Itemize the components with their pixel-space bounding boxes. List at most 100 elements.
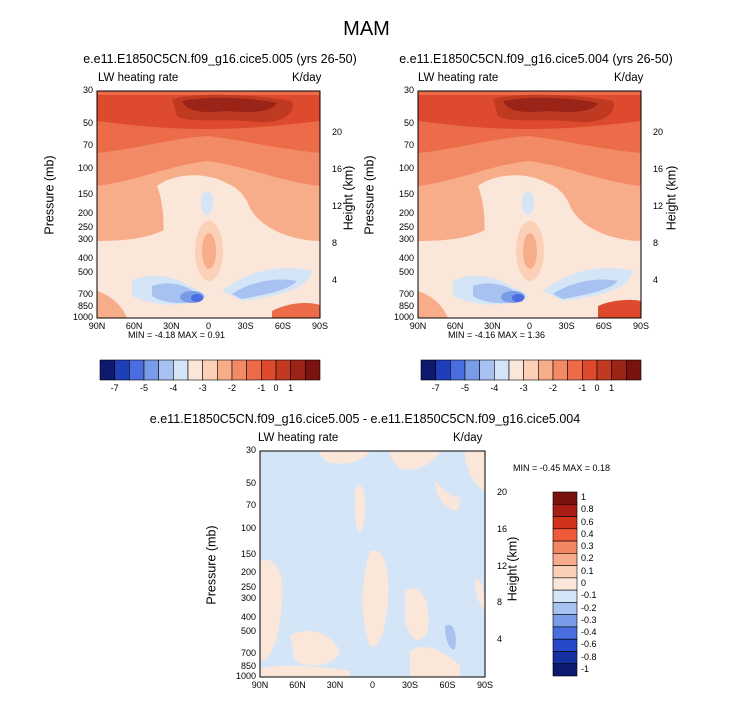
colorbar-label: -5 (460, 383, 469, 393)
colorbar-label: 1 (581, 492, 587, 503)
colorbar-swatch (479, 359, 495, 381)
panel2-ytick-label: 400 (398, 252, 414, 263)
colorbar-label: -4 (169, 383, 178, 393)
colorbar-label: -0.4 (581, 627, 597, 638)
colorbar-swatch (538, 359, 554, 381)
panel1-ytick-label: 850 (77, 301, 93, 312)
panel2-y2tick-label: 4 (653, 275, 659, 285)
colorbar-label: -3 (519, 383, 528, 393)
panel1-ytick-label: 300 (77, 234, 93, 245)
colorbar-label: -7 (110, 383, 119, 393)
colorbar-swatch (187, 359, 203, 381)
panel2-ytick-label: 500 (398, 267, 414, 278)
panel3-y2tick-label: 8 (497, 597, 503, 608)
colorbar-label: -2 (548, 383, 557, 393)
colorbar-swatch (552, 651, 578, 665)
panel1-ytick-label: 200 (77, 207, 93, 218)
panel1-xtick-label: 30S (237, 321, 254, 331)
colorbar-label: 1 (609, 383, 615, 393)
colorbar-swatch (596, 359, 612, 381)
panel3-xtick-label: 30S (401, 680, 418, 690)
panel1-stats: MIN = -4.18 MAX = 0.91 (128, 330, 226, 340)
panel2-xtick-label: 0 (526, 321, 532, 331)
panel2-ytick-label: 100 (398, 162, 414, 173)
colorbar-label: -3 (198, 383, 207, 393)
panel1-y2tick-label: 4 (332, 275, 338, 285)
panel1-heatmap (96, 90, 321, 319)
colorbar-swatch (275, 359, 291, 381)
panel1-ytick-label: 400 (77, 252, 93, 263)
colorbar-swatch (552, 565, 578, 579)
panel2-xtick-label: 30N (484, 321, 501, 331)
panel1-y2tick-label: 16 (332, 164, 343, 175)
panel3-units-label: K/day (453, 432, 483, 444)
panel3-y2tick-label: 12 (497, 560, 508, 571)
colorbar-swatch (420, 359, 436, 381)
panel1-ylabel-right: Height (km) (341, 165, 356, 231)
panel2-stats: MIN = -4.16 MAX = 1.36 (448, 330, 546, 340)
colorbar-swatch (552, 491, 578, 505)
panel3-xtick-label: 60S (439, 680, 456, 690)
colorbar-label: -7 (431, 383, 440, 393)
panel2-xtick-label: 60S (595, 321, 612, 331)
panel2-heatmap (417, 90, 642, 319)
colorbar-swatch (129, 359, 145, 381)
colorbar-swatch (508, 359, 524, 381)
colorbar-swatch (450, 359, 466, 381)
panel1-units-label: K/day (292, 72, 322, 84)
panel2-ytick-label: 1000 (393, 312, 414, 322)
colorbar-swatch (99, 359, 115, 381)
colorbar-swatch (158, 359, 174, 381)
panel3-y2tick-label: 4 (497, 634, 503, 645)
panel1-ytick-label: 250 (77, 222, 93, 233)
colorbar-swatch (552, 614, 578, 628)
colorbar-swatch (552, 516, 578, 530)
colorbar-label: 0 (273, 383, 279, 393)
panel2-xtick-label: 90S (632, 321, 649, 331)
panel1-ytick-label: 100 (77, 162, 93, 173)
panel3-ytick-label: 150 (240, 548, 256, 559)
panel3-ytick-label: 50 (245, 477, 256, 488)
figure-title: MAM (343, 18, 390, 40)
colorbar-swatch (552, 626, 578, 640)
colorbar-label: -1 (578, 383, 587, 393)
colorbar-swatch (552, 602, 578, 615)
colorbar-label: -0.1 (581, 590, 597, 601)
panel2-xtick-label: 60N (446, 321, 464, 331)
panel3-xtick-label: 90S (476, 680, 493, 690)
panel3-ytick-label: 100 (240, 522, 256, 533)
colorbar-swatch (552, 638, 578, 652)
colorbar-label: -2 (227, 383, 236, 393)
panel2-title: e.e11.E1850C5CN.f09_g16.cice5.004 (yrs 2… (399, 52, 673, 66)
colorbar-label: -0.3 (581, 614, 597, 625)
panel3-heatmap (259, 450, 486, 678)
panel2-y2tick-label: 8 (653, 238, 659, 249)
panel2-xtick-label: 30S (558, 321, 575, 331)
panel2-ytick-label: 30 (403, 85, 414, 95)
colorbar-label: 0 (594, 383, 600, 393)
panel3-xtick-label: 90N (251, 680, 269, 690)
panel3-ytick-label: 400 (240, 611, 256, 622)
panel1-ytick-label: 700 (77, 288, 93, 299)
panel3-ytick-label: 300 (240, 593, 256, 604)
panel2-y2tick-label: 16 (653, 164, 664, 175)
colorbar-swatch (552, 663, 578, 677)
colorbar-swatch (435, 359, 451, 381)
colorbar-label: 0 (581, 578, 587, 588)
colorbar-label: 0.6 (581, 516, 594, 527)
colorbar-swatch (494, 359, 510, 381)
colorbar-swatch (626, 359, 642, 381)
panel1-xtick-label: 60S (274, 321, 291, 331)
panel1-ytick-label: 150 (77, 189, 93, 200)
panel1-colorbar (99, 359, 321, 381)
colorbar-swatch (552, 589, 578, 603)
colorbar-swatch (217, 359, 233, 381)
panel3-stats: MIN = -0.45 MAX = 0.18 (513, 463, 611, 473)
colorbar-label: -0.2 (581, 602, 597, 613)
panel1-xtick-label: 90N (88, 321, 106, 331)
panel2-variable-label: LW heating rate (418, 72, 499, 84)
panel3-xtick-label: 0 (369, 680, 375, 690)
colorbar-swatch (552, 359, 568, 381)
panel1-y2tick-label: 20 (332, 127, 343, 138)
panel1-xtick-label: 0 (205, 321, 211, 331)
